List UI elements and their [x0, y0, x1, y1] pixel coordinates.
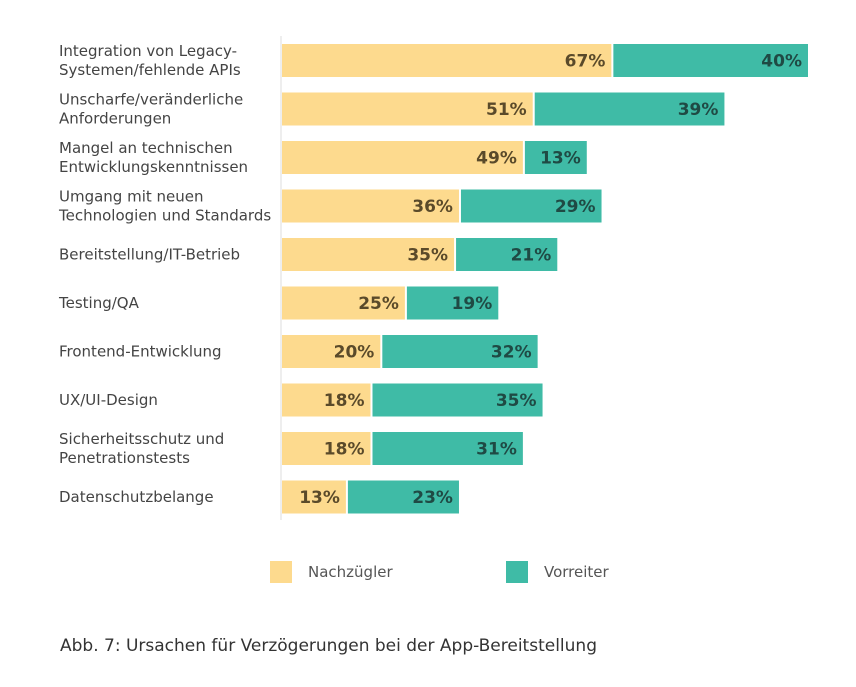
bar-nachzuegler: [282, 480, 346, 514]
value-label: 25%: [358, 294, 399, 314]
value-label: 19%: [452, 294, 493, 314]
figure-caption: Abb. 7: Ursachen für Verzögerungen bei d…: [60, 636, 597, 656]
category-label: Sicherheitsschutz und Penetrationstests: [59, 430, 224, 467]
bar-vorreiter: [406, 286, 499, 320]
legend-item-vorreiter: Vorreiter: [506, 561, 742, 583]
value-label: 49%: [476, 149, 517, 169]
bar-vorreiter: [460, 189, 602, 223]
category-label: Bereitstellung/IT-Betrieb: [59, 246, 240, 264]
bar-nachzuegler: [282, 238, 455, 271]
value-label: 21%: [511, 246, 552, 266]
legend: Nachzügler Vorreiter: [270, 561, 742, 583]
value-label: 13%: [299, 488, 340, 508]
bar-vorreiter: [372, 383, 543, 417]
value-label: 29%: [555, 197, 596, 217]
value-label: 35%: [496, 391, 537, 411]
value-label: 23%: [412, 488, 453, 508]
bar-nachzuegler: [282, 335, 381, 368]
value-label: 13%: [540, 149, 581, 169]
value-label: 32%: [491, 343, 532, 363]
legend-label-nachzuegler: Nachzügler: [308, 563, 393, 581]
bar-nachzuegler: [282, 141, 523, 174]
value-label: 39%: [678, 100, 719, 120]
category-label: Unscharfe/veränderliche Anforderungen: [59, 91, 243, 128]
bar-vorreiter: [524, 141, 587, 174]
bar-nachzuegler: [282, 383, 371, 417]
value-label: 18%: [324, 440, 365, 460]
category-label: Mangel an technischen Entwicklungskenntni…: [59, 139, 248, 176]
chart: 67% 40% 51% 39% 49% 13% 36% 29% 35% 21% 25% 19% 20% 3…: [58, 36, 808, 520]
bar-nachzuegler: [282, 189, 459, 223]
category-label: UX/UI-Design: [59, 391, 158, 409]
bar-vorreiter: [347, 480, 459, 514]
category-label: Datenschutzbelange: [59, 488, 214, 506]
value-label: 67%: [565, 52, 606, 72]
bars-group: 67% 40% 51% 39% 49% 13% 36% 29% 35% 21% 25% 19% 20% 3…: [282, 44, 808, 514]
bar-vorreiter: [382, 335, 538, 368]
bar-vorreiter: [372, 432, 523, 465]
legend-item-nachzuegler: Nachzügler: [270, 561, 506, 583]
bar-nachzuegler: [282, 432, 371, 465]
bar-nachzuegler: [282, 44, 612, 77]
category-label: Umgang mit neuen Technologien und Standar…: [58, 188, 271, 225]
value-label: 20%: [334, 343, 375, 363]
value-label: 35%: [407, 246, 448, 266]
legend-swatch-vorreiter: [506, 561, 528, 583]
bar-vorreiter: [456, 238, 558, 271]
value-label: 36%: [412, 197, 453, 217]
bar-nachzuegler: [282, 92, 533, 126]
category-label: Frontend-Entwicklung: [59, 343, 222, 361]
value-label: 51%: [486, 100, 527, 120]
category-label: Integration von Legacy-Systemen/fehlende…: [59, 42, 241, 79]
value-label: 18%: [324, 391, 365, 411]
value-label: 40%: [761, 52, 802, 72]
category-label: Testing/QA: [58, 294, 140, 312]
legend-swatch-nachzuegler: [270, 561, 292, 583]
legend-label-vorreiter: Vorreiter: [544, 563, 609, 581]
category-labels-group: Integration von Legacy-Systemen/fehlende…: [58, 42, 271, 506]
bar-nachzuegler: [282, 286, 405, 320]
bar-vorreiter: [613, 44, 808, 77]
value-label: 31%: [476, 440, 517, 460]
bar-vorreiter: [534, 92, 725, 126]
